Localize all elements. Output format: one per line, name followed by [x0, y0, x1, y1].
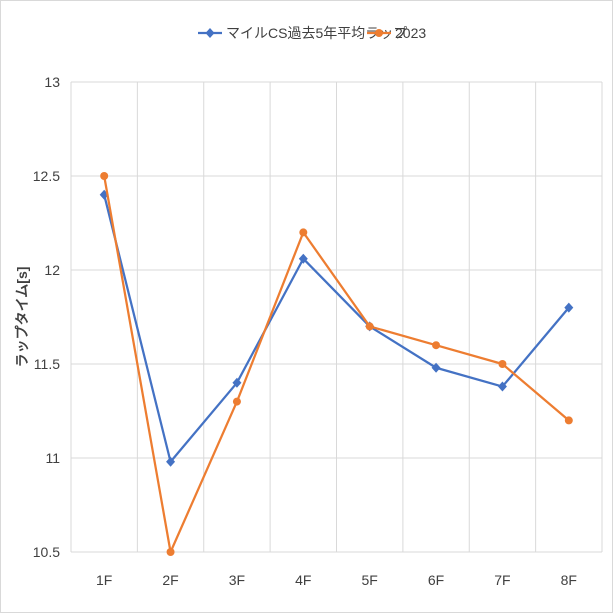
y-tick-label: 13 — [44, 74, 60, 90]
y-tick-label: 12 — [44, 262, 60, 278]
legend-label-series-2: 2023 — [395, 25, 426, 41]
x-tick-label: 2F — [162, 572, 178, 588]
data-point-circle — [432, 341, 441, 350]
legend-entry-series-1: マイルCS過去5年平均ラップ — [198, 25, 407, 41]
y-tick-label: 12.5 — [33, 168, 60, 184]
data-point-diamond — [298, 253, 308, 264]
gridlines — [70, 81, 603, 553]
series-line — [103, 175, 570, 554]
x-tick-label: 3F — [229, 572, 245, 588]
data-point-diamond — [166, 456, 176, 467]
y-tick-label: 10.5 — [33, 544, 60, 560]
y-axis-title: ラップタイム[s] — [14, 267, 30, 368]
data-point-circle — [498, 360, 507, 368]
legend-marker-circle — [375, 29, 383, 37]
y-axis-ticks: 13 12.5 12 11.5 11 10.5 — [33, 74, 60, 560]
series-2 — [100, 172, 573, 556]
data-point-diamond — [497, 381, 507, 392]
x-tick-label: 5F — [362, 572, 378, 588]
legend-marker-diamond — [205, 28, 215, 38]
legend: マイルCS過去5年平均ラップ 2023 — [198, 25, 426, 41]
x-tick-label: 1F — [96, 572, 112, 588]
y-tick-label: 11 — [45, 450, 60, 466]
data-point-circle — [166, 548, 175, 556]
data-point-circle — [100, 172, 109, 180]
data-point-diamond — [564, 302, 574, 313]
x-axis-ticks: 1F 2F 3F 4F 5F 6F 7F 8F — [96, 572, 577, 588]
legend-label-series-1: マイルCS過去5年平均ラップ — [226, 25, 407, 41]
series-group — [99, 172, 574, 556]
y-tick-label: 11.5 — [34, 356, 60, 372]
x-tick-label: 4F — [295, 572, 311, 588]
data-point-circle — [564, 416, 573, 425]
x-tick-label: 6F — [428, 572, 444, 588]
data-point-diamond — [431, 362, 441, 373]
data-point-diamond — [232, 377, 242, 388]
legend-entry-series-2: 2023 — [367, 25, 426, 41]
data-point-circle — [232, 397, 241, 406]
x-tick-label: 8F — [561, 572, 577, 588]
data-point-circle — [365, 322, 374, 331]
series-line — [103, 194, 570, 463]
x-tick-label: 7F — [494, 572, 510, 588]
data-point-circle — [299, 228, 308, 237]
